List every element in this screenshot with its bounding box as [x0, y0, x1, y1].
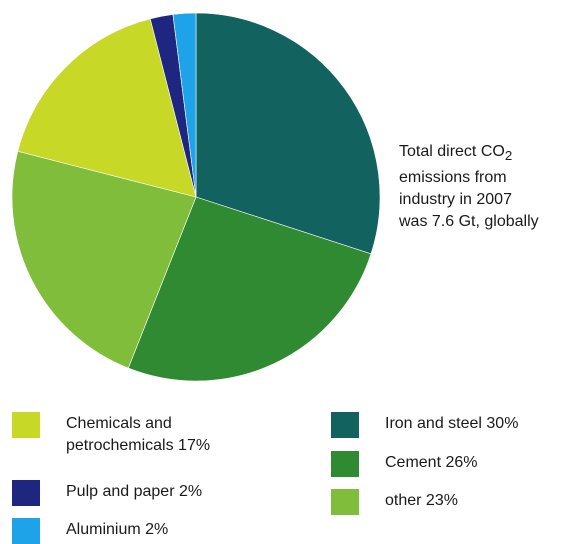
legend-item-other: other 23%: [331, 489, 458, 515]
pie-slice-other: [11, 150, 197, 369]
pie-chart: [11, 12, 381, 382]
annotation-subscript: 2: [504, 148, 513, 164]
pie-slice-chemicals-and-petrochemicals: [17, 18, 197, 198]
legend-item-chemicals: Chemicals and petrochemicals 17%: [12, 412, 266, 457]
annotation-line-1: Total direct CO: [399, 143, 505, 160]
legend-swatch-chemicals: [12, 412, 40, 438]
annotation-line-2: emissions from: [399, 169, 507, 187]
legend-swatch-aluminium: [12, 518, 40, 544]
emissions-annotation: Total direct CO2 emissions from industry…: [399, 141, 569, 233]
pie-slice-iron-and-steel: [195, 12, 381, 255]
legend-label-cement: Cement 26%: [385, 454, 478, 471]
legend-item-pulp-paper: Pulp and paper 2%: [12, 480, 202, 506]
legend-item-aluminium: Aluminium 2%: [12, 518, 168, 544]
legend-item-iron-steel: Iron and steel 30%: [331, 412, 518, 438]
annotation-line-3: industry in 2007: [399, 191, 512, 209]
legend-swatch-iron-steel: [331, 412, 359, 438]
legend-item-cement: Cement 26%: [331, 451, 478, 477]
legend-swatch-cement: [331, 451, 359, 477]
legend-swatch-pulp-paper: [12, 480, 40, 506]
annotation-line-4: was 7.6 Gt, globally: [399, 213, 539, 231]
legend-label-aluminium: Aluminium 2%: [66, 521, 169, 538]
pie-slice-aluminium: [172, 12, 197, 198]
legend-label-iron-steel: Iron and steel 30%: [385, 415, 519, 432]
legend-swatch-other: [331, 489, 359, 515]
legend-label-pulp-paper: Pulp and paper 2%: [66, 483, 203, 500]
legend-label-chemicals: Chemicals and petrochemicals 17%: [66, 415, 211, 454]
legend-label-other: other 23%: [385, 492, 458, 509]
pie-slice-cement: [127, 196, 372, 382]
